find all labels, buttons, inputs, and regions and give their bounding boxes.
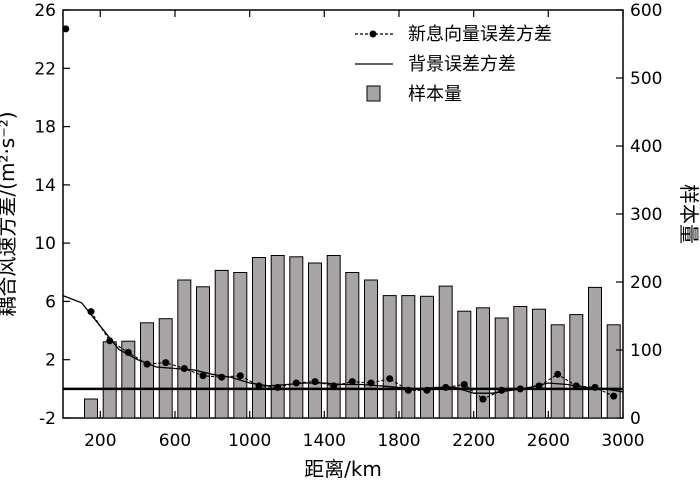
- innovation-point: [348, 378, 356, 386]
- innovation-point: [442, 383, 450, 391]
- x-tick-label: 2600: [527, 431, 570, 451]
- sample-bar: [270, 255, 285, 419]
- x-tick-label: 1400: [303, 431, 346, 451]
- innovation-point: [460, 381, 468, 388]
- x-tick-label: 1800: [377, 431, 420, 451]
- innovation-point: [106, 337, 114, 345]
- innovation-point: [330, 382, 338, 390]
- innovation-point: [87, 308, 95, 316]
- innovation-point: [591, 383, 599, 391]
- y-tick-label-right: 400: [630, 137, 662, 157]
- sample-bar: [457, 310, 472, 419]
- y-tick-label-left: 10: [34, 234, 56, 254]
- sample-bar: [532, 308, 546, 419]
- sample-bar: [102, 341, 117, 419]
- innovation-point: [292, 379, 300, 387]
- legend-swatch-samples: [366, 85, 381, 102]
- sample-bar: [494, 317, 509, 419]
- y-tick-label-left: 14: [34, 176, 56, 196]
- sample-bar: [121, 340, 136, 419]
- sample-bar: [289, 256, 304, 419]
- innovation-point: [236, 372, 244, 380]
- innovation-point: [180, 365, 188, 372]
- sample-bar: [420, 295, 434, 419]
- y-tick-label-right: 600: [630, 1, 662, 21]
- innovation-point: [610, 392, 618, 400]
- legend-label-background: 背景误差方差: [408, 54, 516, 75]
- innovation-point: [199, 372, 207, 380]
- x-tick-label: 1000: [228, 431, 271, 451]
- sample-bar: [233, 272, 248, 419]
- y-tick-label-left: -2: [39, 409, 56, 429]
- innovation-point: [367, 379, 375, 387]
- sample-bar: [196, 286, 210, 419]
- sample-bar: [84, 398, 98, 419]
- y-tick-label-left: 2: [45, 351, 56, 371]
- y-tick-label-right: 500: [630, 69, 662, 89]
- sample-bar: [345, 272, 360, 419]
- y-tick-label-right: 200: [630, 273, 662, 293]
- legend-label-samples: 样本量: [408, 84, 462, 105]
- legend-marker-innovation: [369, 30, 377, 38]
- innovation-point: [554, 370, 562, 378]
- y-tick-label-right: 0: [630, 409, 641, 429]
- innovation-point: [274, 383, 282, 391]
- sample-bar: [308, 262, 322, 419]
- innovation-point: [255, 382, 263, 390]
- innovation-point: [479, 395, 487, 403]
- y-tick-label-left: 6: [45, 292, 56, 312]
- y-axis-left-title: 耦合风速方差/(m²·s⁻²): [0, 111, 19, 316]
- y-tick-label-right: 100: [630, 341, 662, 361]
- ticks-layer: 200 600 1000 1400 1800 2200 2600 3000-226101418…: [34, 1, 662, 451]
- innovation-point: [572, 382, 580, 390]
- innovation-point: [498, 386, 506, 394]
- y-axis-right-title: 样本量: [677, 184, 700, 244]
- innovation-point: [535, 382, 543, 390]
- innovation-point: [143, 360, 151, 368]
- y-tick-label-left: 26: [34, 1, 56, 21]
- lines-layer: [62, 25, 624, 403]
- sample-bar: [569, 314, 584, 419]
- sample-bar: [364, 279, 378, 419]
- x-axis-title: 距离/km: [304, 457, 382, 481]
- bars-layer: [84, 255, 621, 419]
- y-tick-label-right: 300: [630, 205, 662, 225]
- sample-bar: [252, 257, 266, 419]
- innovation-point: [124, 348, 132, 356]
- legend: 新息向量误差方差 背景误差方差 样本量: [355, 24, 552, 105]
- sample-bar: [326, 255, 341, 419]
- sample-bar: [606, 324, 621, 419]
- innovation-point: [218, 373, 226, 381]
- y-tick-label-left: 22: [34, 59, 56, 79]
- sample-bar: [214, 269, 229, 419]
- innovation-point: [423, 386, 431, 394]
- y-tick-label-left: 18: [34, 118, 56, 138]
- innovation-point: [311, 378, 319, 386]
- x-tick-label: 600: [159, 431, 191, 451]
- sample-bar: [140, 322, 154, 419]
- x-tick-label: 2200: [452, 431, 495, 451]
- innovation-point: [62, 25, 70, 33]
- x-tick-label: 3000: [601, 431, 644, 451]
- legend-label-innovation: 新息向量误差方差: [408, 24, 552, 45]
- innovation-point: [162, 359, 170, 367]
- background-variance-line: [62, 294, 624, 394]
- sample-bar: [177, 279, 192, 419]
- innovation-point: [386, 375, 394, 383]
- sample-bar: [438, 285, 453, 419]
- x-tick-label: 200: [84, 431, 116, 451]
- sample-bar: [476, 307, 490, 419]
- sample-bar: [401, 295, 416, 419]
- innovation-point: [404, 386, 412, 394]
- sample-bar: [513, 306, 528, 419]
- innovation-point: [516, 385, 524, 393]
- sample-bar: [382, 295, 397, 419]
- sample-bar: [588, 286, 602, 419]
